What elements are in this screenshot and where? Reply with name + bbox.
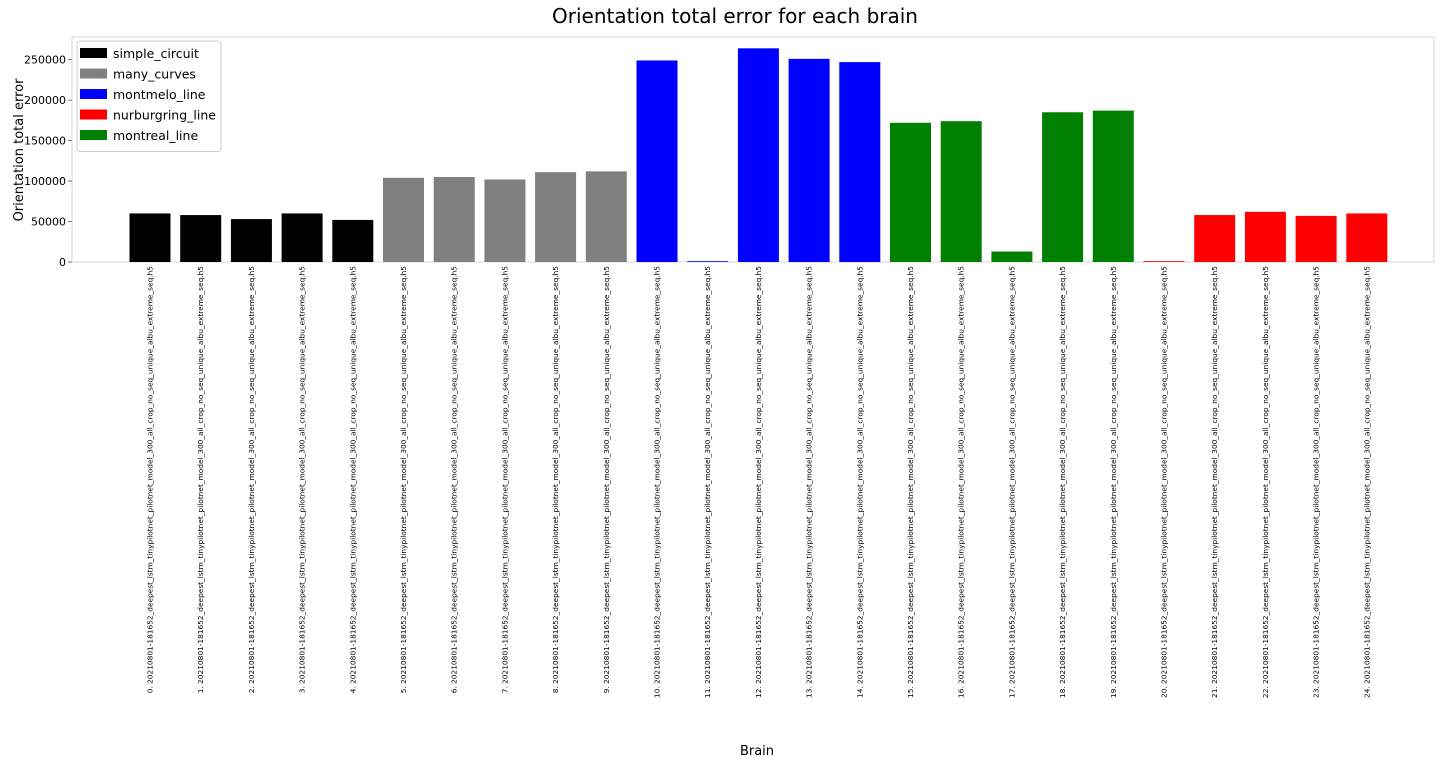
y-tick-label-3: 150000 <box>24 135 66 148</box>
y-tick-label-5: 250000 <box>24 54 66 67</box>
bar-4 <box>332 219 374 262</box>
x-tick-label-3: 3. 20210801-181652_deepest_lstm_tinypilo… <box>298 266 307 694</box>
x-tick-label-1: 1. 20210801-181652_deepest_lstm_tinypilo… <box>196 266 205 694</box>
bar-3 <box>281 213 323 262</box>
legend-label-montmelo_line: montmelo_line <box>113 87 206 102</box>
bar-22 <box>1244 211 1286 262</box>
x-axis-label: Brain <box>740 744 774 759</box>
bar-20 <box>1143 261 1185 262</box>
x-tick-label-2: 2. 20210801-181652_deepest_lstm_tinypilo… <box>247 266 256 694</box>
bar-11 <box>687 261 729 262</box>
bar-6 <box>433 177 475 262</box>
bar-13 <box>788 58 830 262</box>
legend-swatch-nurburgring_line <box>80 109 107 120</box>
legend-label-many_curves: many_curves <box>113 67 196 82</box>
x-tick-label-0: 0. 20210801-181652_deepest_lstm_tinypilo… <box>146 266 155 694</box>
bar-9 <box>585 171 627 262</box>
x-tick-label-8: 8. 20210801-181652_deepest_lstm_tinypilo… <box>551 266 560 694</box>
bar-14 <box>839 62 881 263</box>
bar-18 <box>1042 112 1084 263</box>
x-tick-label-15: 15. 20210801-181652_deepest_lstm_tinypil… <box>906 266 915 698</box>
bar-19 <box>1092 110 1134 263</box>
x-tick-label-21: 21. 20210801-181652_deepest_lstm_tinypil… <box>1210 266 1219 698</box>
x-tick-label-22: 22. 20210801-181652_deepest_lstm_tinypil… <box>1261 266 1270 698</box>
legend-swatch-montmelo_line <box>80 89 107 99</box>
bar-17 <box>991 251 1033 262</box>
legend-swatch-many_curves <box>80 68 107 79</box>
bar-24 <box>1346 213 1388 262</box>
x-tick-label-12: 12. 20210801-181652_deepest_lstm_tinypil… <box>754 266 763 698</box>
legend: simple_circuit many_curves montmelo_linenu… <box>76 40 222 152</box>
bar-1 <box>180 215 222 262</box>
y-tick-label-1: 50000 <box>31 216 66 229</box>
x-tick-label-5: 5. 20210801-181652_deepest_lstm_tinypilo… <box>399 266 408 694</box>
x-tick-label-24: 24. 20210801-181652_deepest_lstm_tinypil… <box>1362 266 1371 698</box>
bar-12 <box>737 48 779 262</box>
x-tick-label-7: 7. 20210801-181652_deepest_lstm_tinypilo… <box>500 266 509 694</box>
y-axis: 0 50000 100000 150000 200000 250000 <box>24 54 72 269</box>
y-axis-label: Orientation total error <box>12 78 27 222</box>
x-tick-label-14: 14. 20210801-181652_deepest_lstm_tinypil… <box>855 266 864 698</box>
legend-box <box>76 40 222 152</box>
bar-21 <box>1194 215 1236 262</box>
x-tick-label-13: 13. 20210801-181652_deepest_lstm_tinypil… <box>805 266 814 698</box>
bars-group <box>129 48 1388 263</box>
y-tick-label-2: 100000 <box>24 175 66 188</box>
x-tick-label-9: 9. 20210801-181652_deepest_lstm_tinypilo… <box>602 266 611 694</box>
y-tick-label-4: 200000 <box>24 94 66 107</box>
bar-0 <box>129 213 171 262</box>
x-tick-label-19: 19. 20210801-181652_deepest_lstm_tinypil… <box>1109 266 1118 698</box>
bar-10 <box>636 60 678 262</box>
bar-5 <box>383 177 424 262</box>
x-tick-label-18: 18. 20210801-181652_deepest_lstm_tinypil… <box>1058 266 1067 698</box>
x-tick-label-6: 6. 20210801-181652_deepest_lstm_tinypilo… <box>450 266 459 694</box>
legend-label-nurburgring_line: nurburgring_line <box>113 108 216 123</box>
x-tick-label-10: 10. 20210801-181652_deepest_lstm_tinypil… <box>653 266 662 698</box>
x-axis: 0. 20210801-181652_deepest_lstm_tinypilo… <box>146 266 1372 698</box>
legend-label-simple_circuit: simple_circuit <box>113 46 199 61</box>
x-tick-label-11: 11. 20210801-181652_deepest_lstm_tinypil… <box>703 266 712 698</box>
chart-title: Orientation total error for each brain <box>552 4 918 28</box>
legend-swatch-simple_circuit <box>80 48 107 58</box>
legend-label-montreal_line: montreal_line <box>113 128 198 143</box>
x-tick-label-16: 16. 20210801-181652_deepest_lstm_tinypil… <box>957 266 966 698</box>
bar-15 <box>890 122 931 262</box>
y-tick-label-0: 0 <box>59 256 66 269</box>
bar-23 <box>1295 215 1337 262</box>
x-tick-label-23: 23. 20210801-181652_deepest_lstm_tinypil… <box>1312 266 1321 698</box>
x-tick-label-20: 20. 20210801-181652_deepest_lstm_tinypil… <box>1160 266 1169 698</box>
bar-2 <box>230 219 272 262</box>
bar-7 <box>484 179 526 262</box>
legend-swatch-montreal_line <box>80 130 107 140</box>
x-tick-label-4: 4. 20210801-181652_deepest_lstm_tinypilo… <box>348 266 357 694</box>
x-tick-label-17: 17. 20210801-181652_deepest_lstm_tinypil… <box>1007 266 1016 698</box>
bar-8 <box>535 172 577 262</box>
bar-16 <box>940 121 982 262</box>
